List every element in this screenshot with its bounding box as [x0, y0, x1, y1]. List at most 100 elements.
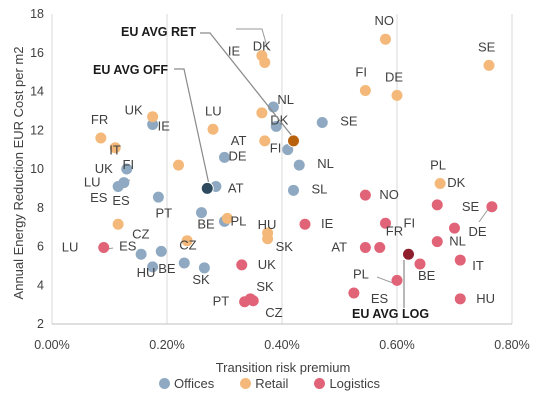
point-label: AT — [228, 180, 244, 195]
point-offices — [147, 118, 159, 130]
point-logistics — [431, 236, 443, 248]
point-label: NL — [277, 92, 294, 107]
average-annotations: EU AVG RET EU AVG OFF EU AVG LOG — [93, 25, 429, 321]
point-label: SE — [462, 199, 480, 214]
point-label: CZ — [179, 237, 196, 252]
point-label: NL — [449, 234, 466, 249]
average-leader — [200, 32, 297, 142]
point-label: UK — [125, 103, 143, 118]
point-logistics — [391, 274, 403, 286]
point-label: SE — [478, 39, 496, 54]
point-logistics — [236, 259, 248, 271]
label-leader — [376, 276, 394, 284]
point-label: LU — [205, 103, 222, 118]
point-retail — [147, 111, 159, 123]
point-retail — [391, 89, 403, 101]
legend-item-offices: Offices — [158, 376, 215, 391]
point-label: ES — [112, 193, 130, 208]
point-retail — [359, 85, 371, 97]
legend-marker-retail — [240, 378, 252, 389]
data-points — [95, 33, 498, 308]
point-retail — [434, 178, 446, 190]
point-logistics — [98, 241, 110, 253]
point-label: FR — [386, 223, 403, 238]
point-label: SL — [312, 181, 328, 196]
point-label: ES — [119, 238, 137, 253]
point-offices — [293, 159, 305, 171]
point-label: SK — [256, 279, 274, 294]
point-label: UK — [258, 257, 276, 272]
point-offices — [282, 144, 294, 156]
point-label: PL — [231, 213, 247, 228]
point-label: NL — [317, 156, 334, 171]
x-tick-label: 0.20% — [149, 338, 184, 352]
point-logistics — [299, 218, 311, 230]
y-tick-label: 12 — [30, 123, 44, 137]
gridlines — [51, 14, 513, 324]
point-retail — [95, 132, 107, 144]
point-logistics — [431, 199, 443, 211]
y-tick-label: 2 — [37, 317, 44, 331]
point-label: FI — [123, 157, 135, 172]
point-logistics — [486, 201, 498, 213]
point-label: BE — [158, 261, 176, 276]
x-axis-title: Transition risk premium — [216, 360, 351, 375]
point-label: BE — [197, 216, 215, 231]
point-retail — [181, 235, 193, 247]
point-label: ES — [371, 291, 389, 306]
point-offices — [112, 180, 124, 192]
legend-label-offices: Offices — [173, 376, 215, 391]
y-tick-label: 6 — [37, 240, 44, 254]
point-label: PL — [430, 158, 446, 173]
label-leader — [236, 28, 269, 51]
point-label: PL — [353, 266, 369, 281]
point-retail — [207, 123, 219, 135]
point-label: FI — [270, 141, 282, 156]
y-axis-title: Annual Energy Reduction EUR Cost per m2 — [11, 47, 26, 300]
point-label: BE — [418, 268, 436, 283]
legend-label-logistics: Logistics — [329, 376, 381, 391]
point-retail — [380, 33, 391, 45]
point-label: LU — [62, 239, 79, 254]
point-logistics — [359, 189, 371, 201]
point-logistics — [359, 241, 371, 253]
point-retail — [259, 56, 271, 68]
y-tick-label: 10 — [30, 162, 44, 176]
point-label: DE — [385, 69, 403, 84]
point-logistics — [454, 293, 466, 305]
point-label: HU — [137, 265, 156, 280]
point-logistics — [380, 217, 391, 229]
point-label: CZ — [132, 227, 149, 242]
point-label: DE — [229, 148, 247, 163]
point-retail — [256, 107, 268, 119]
point-offices — [270, 120, 282, 132]
point-offices — [155, 245, 167, 257]
point-logistics — [247, 295, 259, 307]
x-tick-label: 0.40% — [264, 338, 299, 352]
point-retail — [112, 218, 124, 230]
legend-item-logistics: Logistics — [314, 376, 380, 391]
point-offices — [178, 257, 190, 269]
point-logistics — [348, 287, 360, 299]
point-offices — [198, 262, 210, 274]
point-retail — [262, 233, 274, 245]
point-label: DK — [447, 175, 465, 190]
point-label: CZ — [265, 305, 282, 320]
axes: 0.00% 0.20% 0.40% 0.60% 0.80% 2 4 6 8 10 12 14 16 18 — [30, 7, 530, 352]
point-offices — [219, 151, 230, 163]
point-logistics — [449, 222, 460, 234]
average-leader — [174, 68, 211, 190]
legend-marker-logistics — [314, 378, 326, 389]
point-label: IE — [228, 44, 241, 59]
point-label: DK — [253, 38, 271, 53]
legend: Offices Retail Logistics — [0, 376, 539, 391]
point-label: IT — [472, 258, 484, 273]
x-tick-label: 0.60% — [379, 338, 414, 352]
point-label: SK — [192, 272, 210, 287]
point-label: IE — [321, 216, 334, 231]
average-label: EU AVG RET — [121, 25, 196, 39]
point-offices — [288, 184, 299, 196]
point-label: AT — [231, 133, 247, 148]
